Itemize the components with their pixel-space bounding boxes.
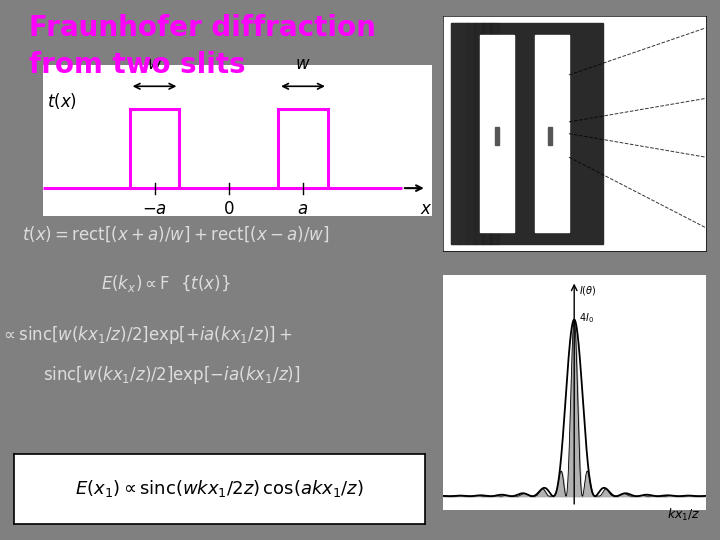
Bar [480,35,514,232]
Text: $E(x_1) \propto \mathrm{sinc}(wkx_1/2z)\,\cos(akx_1/z)$: $E(x_1) \propto \mathrm{sinc}(wkx_1/2z)\… [76,478,364,499]
Text: $x$: $x$ [420,200,433,218]
Text: $\mathrm{sinc}[w(kx_1/z)/2]\exp[-ia(kx_1/z)]$: $\mathrm{sinc}[w(kx_1/z)/2]\exp[-ia(kx_1… [43,364,300,387]
Bar [495,126,499,145]
Bar [474,23,484,244]
Bar [482,23,492,244]
Text: $w$: $w$ [295,55,311,73]
Bar [548,126,552,145]
Text: $E(k_x) \propto \mathsf{F}\ \ \{t(x)\}$: $E(k_x) \propto \mathsf{F}\ \ \{t(x)\}$ [101,273,230,294]
Bar [451,23,460,244]
Text: $kx_1/z$: $kx_1/z$ [667,507,701,523]
Text: $w$: $w$ [147,55,162,73]
Bar [467,23,476,244]
Text: $a$: $a$ [297,200,309,218]
Text: $\propto \mathrm{sinc}[w(kx_1/z)/2]\exp[+ia(kx_1/z)]+$: $\propto \mathrm{sinc}[w(kx_1/z)/2]\exp[… [0,324,292,346]
Text: Fraunhofer diffraction: Fraunhofer diffraction [29,14,376,42]
Text: $t(x) = \mathrm{rect}[(x+a)/w] + \mathrm{rect}[(x-a)/w]$: $t(x) = \mathrm{rect}[(x+a)/w] + \mathrm… [22,224,329,244]
Text: $0$: $0$ [223,200,235,218]
Bar [459,23,468,244]
Bar [451,23,603,244]
Bar [490,23,499,244]
Text: $I(\theta)$: $I(\theta)$ [579,284,596,297]
Text: $-a$: $-a$ [142,200,167,218]
Text: $t(x)$: $t(x)$ [47,91,76,111]
Text: $4I_0$: $4I_0$ [579,310,594,325]
Bar [535,35,569,232]
Text: from two slits: from two slits [29,51,246,79]
